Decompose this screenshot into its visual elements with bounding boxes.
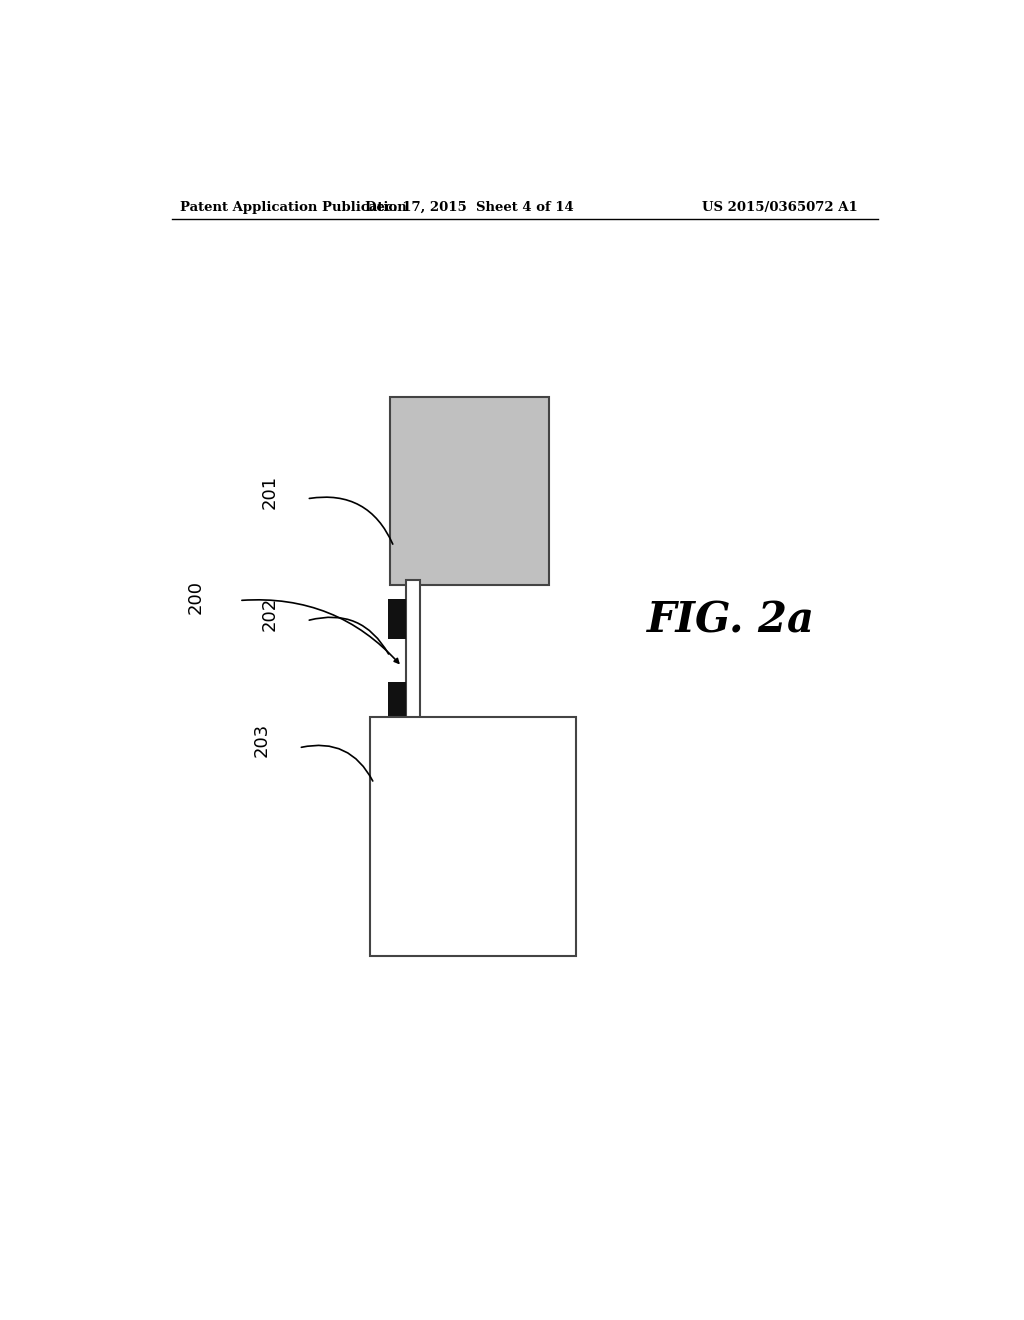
Bar	[388, 682, 406, 722]
Text: Dec. 17, 2015  Sheet 4 of 14: Dec. 17, 2015 Sheet 4 of 14	[365, 201, 573, 214]
Text: 203: 203	[252, 722, 270, 756]
Text: US 2015/0365072 A1: US 2015/0365072 A1	[702, 201, 858, 214]
Text: 202: 202	[260, 597, 279, 631]
Text: Patent Application Publication: Patent Application Publication	[179, 201, 407, 214]
Bar	[390, 397, 549, 585]
Bar	[388, 598, 406, 639]
Bar	[370, 718, 577, 956]
Text: 201: 201	[260, 475, 279, 508]
Text: FIG. 2a: FIG. 2a	[647, 599, 815, 642]
Bar	[406, 581, 420, 779]
Text: 200: 200	[186, 581, 205, 615]
